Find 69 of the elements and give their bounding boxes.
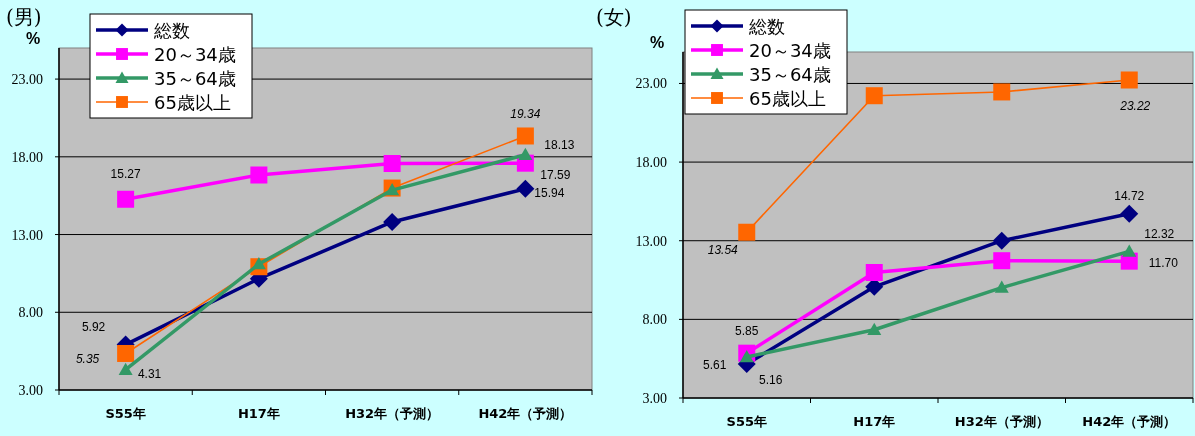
point [117, 344, 135, 362]
x-tick-label: H42年（予測） [1082, 414, 1177, 429]
data-label: 14.72 [1114, 188, 1145, 203]
data-label: 11.70 [1148, 256, 1179, 271]
x-tick-label: H32年（予測） [954, 414, 1049, 429]
point [865, 264, 883, 281]
point [250, 166, 268, 184]
point [738, 223, 756, 241]
point [865, 87, 883, 105]
data-label: 5.92 [81, 319, 106, 334]
legend-label: 20～34歳 [749, 40, 831, 61]
y-tick-label: 23.00 [635, 76, 667, 92]
y-tick-label: 3.00 [18, 383, 43, 398]
data-label: 5.85 [735, 324, 759, 339]
data-label: 13.54 [707, 243, 739, 258]
legend-label: 35～64歳 [154, 68, 236, 89]
y-axis-title: % [25, 30, 41, 47]
data-label: 4.31 [137, 366, 162, 381]
data-label: 5.61 [703, 357, 727, 372]
data-label: 5.16 [759, 373, 783, 388]
point [118, 362, 133, 375]
legend-label: 35～64歳 [749, 64, 831, 85]
point [1122, 244, 1137, 257]
y-tick-label: 23.00 [11, 72, 43, 88]
y-tick-label: 8.00 [642, 312, 667, 328]
point [1120, 71, 1138, 89]
y-tick-label: 18.00 [11, 149, 43, 165]
point [383, 212, 402, 231]
point [867, 322, 882, 335]
point [383, 155, 401, 172]
x-tick-label: S55年 [105, 406, 146, 421]
y-tick-label: 13.00 [635, 233, 667, 249]
data-label: 23.22 [1119, 98, 1151, 113]
data-label: 12.32 [1144, 227, 1175, 242]
chart-title: (男) [6, 5, 42, 29]
y-tick-label: 13.00 [11, 227, 43, 243]
legend-label: 65歳以上 [154, 92, 231, 113]
legend-label: 65歳以上 [749, 88, 826, 109]
data-label: 19.34 [510, 106, 541, 121]
point [516, 179, 535, 198]
y-axis-title: % [649, 34, 665, 51]
data-label: 18.13 [544, 137, 575, 152]
x-tick-label: H32年（予測） [345, 406, 440, 421]
point [739, 349, 754, 363]
point [117, 190, 135, 208]
x-tick-label: H17年 [237, 406, 280, 421]
point [518, 147, 533, 161]
point [992, 231, 1011, 250]
point [251, 257, 266, 270]
legend-label: 総数 [748, 16, 785, 37]
point [994, 280, 1009, 293]
y-tick-label: 8.00 [18, 305, 43, 321]
y-tick-label: 3.00 [642, 391, 667, 406]
x-tick-label: H42年（予測） [478, 406, 573, 421]
chart-title: (女) [596, 5, 632, 29]
y-tick-label: 18.00 [635, 155, 667, 171]
x-tick-label: S55年 [726, 414, 767, 429]
point [993, 83, 1011, 101]
data-label: 5.35 [75, 352, 100, 367]
point [993, 252, 1011, 270]
legend-label: 総数 [153, 20, 190, 41]
point [1120, 204, 1139, 223]
data-label: 15.94 [534, 185, 565, 200]
x-tick-label: H17年 [853, 414, 896, 429]
legend-label: 20～34歳 [154, 44, 236, 65]
point [516, 127, 534, 145]
data-label: 15.27 [110, 167, 141, 182]
point [385, 183, 400, 196]
data-label: 17.59 [540, 168, 571, 183]
